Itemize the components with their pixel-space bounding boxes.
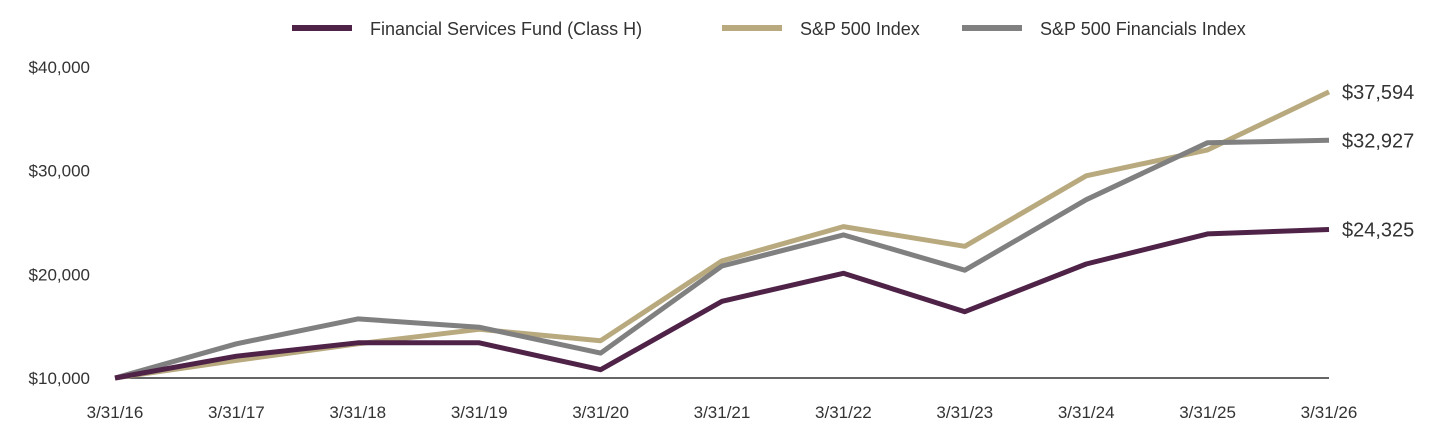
x-tick-label: 3/31/19 bbox=[451, 403, 508, 422]
legend-label: Financial Services Fund (Class H) bbox=[370, 19, 642, 39]
x-tick-label: 3/31/17 bbox=[208, 403, 265, 422]
series-line bbox=[114, 137, 1330, 381]
x-tick-label: 3/31/16 bbox=[87, 403, 144, 422]
x-tick-label: 3/31/18 bbox=[329, 403, 386, 422]
series-line bbox=[114, 227, 1330, 381]
x-tick-label: 3/31/25 bbox=[1179, 403, 1236, 422]
legend-label: S&P 500 Financials Index bbox=[1040, 19, 1246, 39]
y-tick-label: $10,000 bbox=[29, 369, 90, 388]
y-tick-label: $30,000 bbox=[29, 162, 90, 181]
x-tick-label: 3/31/22 bbox=[815, 403, 872, 422]
x-tick-label: 3/31/24 bbox=[1058, 403, 1115, 422]
series-lines bbox=[114, 89, 1331, 381]
end-value-label: $37,594 bbox=[1342, 82, 1414, 104]
y-axis-ticks: $10,000 $20,000 $30,000 $40,000 bbox=[29, 58, 90, 388]
end-value-label: $24,325 bbox=[1342, 219, 1414, 241]
legend: Financial Services Fund (Class H) S&P 500… bbox=[292, 19, 1246, 39]
x-tick-label: 3/31/23 bbox=[936, 403, 993, 422]
x-axis-ticks: 3/31/16 3/31/17 3/31/18 3/31/19 3/31/20 3/31/… bbox=[87, 403, 1358, 422]
legend-label: S&P 500 Index bbox=[800, 19, 920, 39]
y-tick-label: $40,000 bbox=[29, 58, 90, 77]
x-tick-label: 3/31/26 bbox=[1301, 403, 1358, 422]
series-line bbox=[114, 89, 1331, 381]
x-tick-label: 3/31/20 bbox=[572, 403, 629, 422]
y-tick-label: $20,000 bbox=[29, 265, 90, 284]
end-value-label: $32,927 bbox=[1342, 130, 1414, 152]
x-tick-label: 3/31/21 bbox=[694, 403, 751, 422]
end-labels: $24,325 $37,594 $32,927 bbox=[1342, 82, 1414, 242]
